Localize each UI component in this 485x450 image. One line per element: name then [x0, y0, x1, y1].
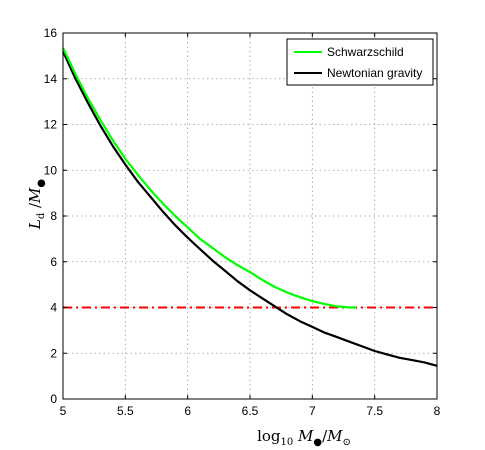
legend-label-schwarzschild: Schwarzschild	[327, 45, 404, 59]
tick-labels: 5 5.5 6 6.5 7 7.5 8 0 2 4 6 8 10 12 14 16	[44, 26, 441, 418]
y-tick-label: 2	[50, 346, 57, 360]
y-axis-label: Ld /M●	[26, 179, 47, 231]
series-line-newtonian-gravity	[61, 50, 438, 367]
series-layer	[61, 47, 438, 367]
x-tick-label: 5	[60, 404, 67, 418]
y-tick-label: 6	[50, 255, 57, 269]
y-tick-label: 10	[44, 163, 58, 177]
y-tick-label: 16	[44, 26, 58, 40]
x-tick-label: 7.5	[366, 404, 383, 418]
x-axis-label: log10 M●/M⊙	[257, 427, 351, 448]
y-tick-label: 8	[50, 209, 57, 223]
legend-box	[286, 38, 434, 86]
x-tick-label: 6	[184, 404, 191, 418]
y-tick-label: 4	[50, 301, 57, 315]
legend: Schwarzschild Newtonian gravity	[286, 38, 434, 86]
x-tick-label: 5.5	[117, 404, 134, 418]
x-tick-label: 8	[434, 404, 441, 418]
y-tick-label: 0	[50, 392, 57, 406]
series-line-schwarzschild	[62, 47, 356, 309]
axis-ticks	[62, 32, 438, 400]
y-tick-label: 12	[44, 118, 58, 132]
y-tick-label: 14	[44, 72, 58, 86]
x-tick-label: 7	[309, 404, 316, 418]
x-tick-label: 6.5	[242, 404, 259, 418]
legend-label-newtonian-gravity: Newtonian gravity	[327, 66, 422, 80]
